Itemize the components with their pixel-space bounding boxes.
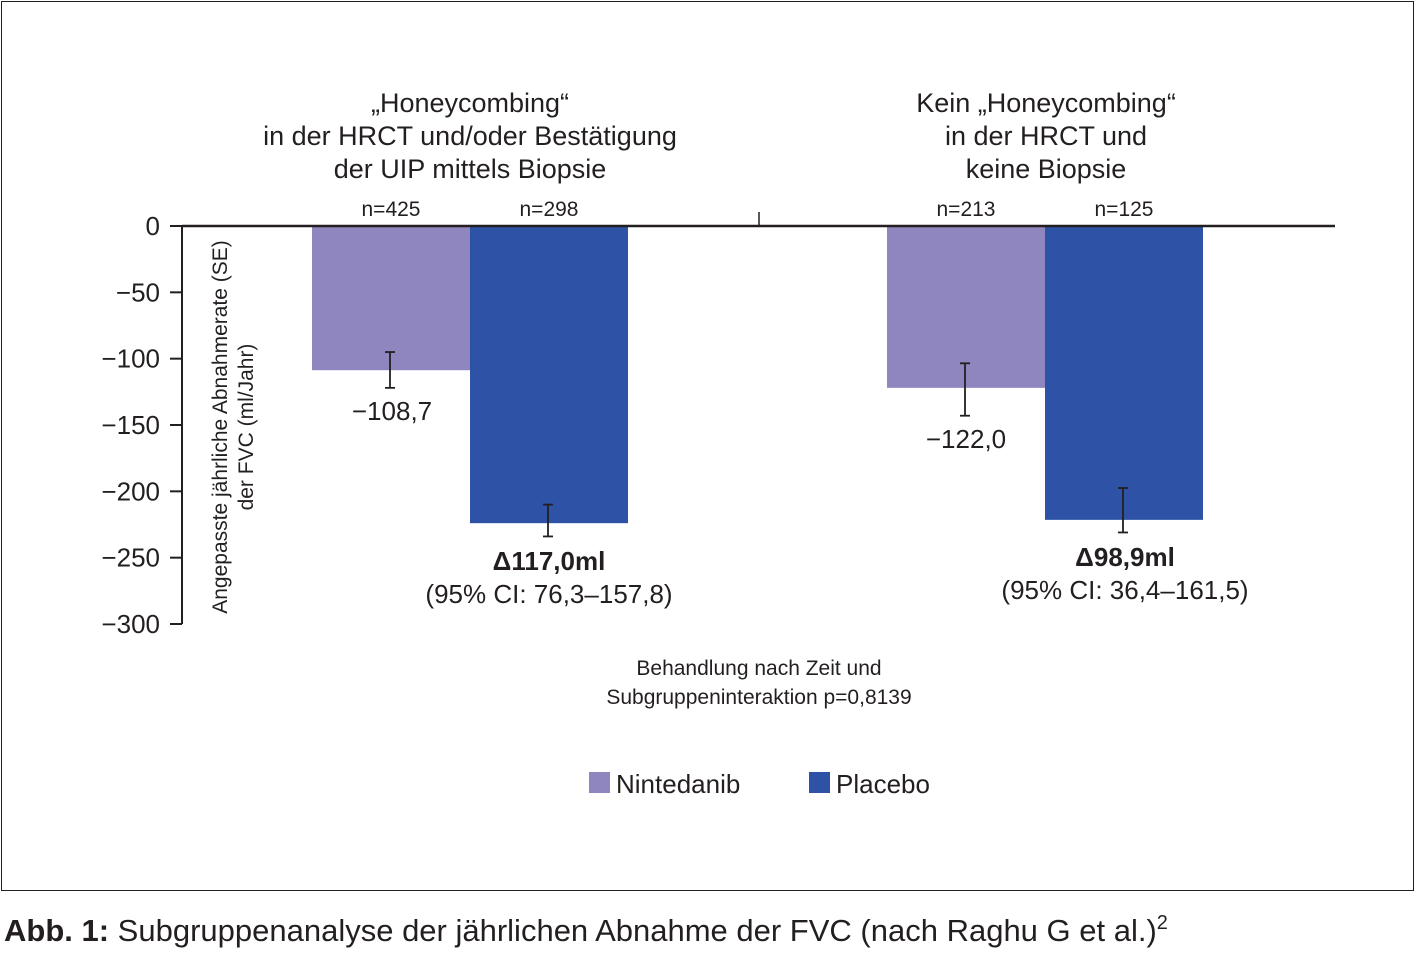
bar-placebo-2 (1045, 226, 1203, 520)
y-tick-label: −300 (101, 609, 160, 639)
group-title-line: keine Biopsie (966, 154, 1127, 184)
n-label: n=425 (362, 198, 421, 221)
caption-text: Subgruppenanalyse der jährlichen Abnahme… (109, 913, 1157, 948)
bar-chart: 0 −50 −100 −150 −200 −250 −300 Angepasste jährl… (101, 88, 1335, 799)
n-label: n=125 (1095, 198, 1154, 221)
value-label: −122,0 (926, 424, 1006, 454)
y-tick-label: −50 (116, 277, 160, 307)
caption-sup: 2 (1156, 912, 1168, 934)
y-tick-label: −100 (101, 344, 160, 374)
group-title-line: der UIP mittels Biopsie (334, 154, 607, 184)
legend-label-nintedanib: Nintedanib (616, 769, 740, 799)
y-axis-label: der FVC (ml/Jahr) (235, 344, 258, 511)
figure-frame (1, 1, 1414, 891)
y-tick-label: 0 (146, 211, 160, 241)
bar-placebo-1 (470, 226, 628, 524)
n-label: n=213 (937, 198, 996, 221)
delta-label: Δ117,0ml (493, 546, 606, 576)
interaction-annotation: Subgruppeninteraktion p=0,8139 (606, 686, 911, 709)
n-label: n=298 (520, 198, 579, 221)
interaction-annotation: Behandlung nach Zeit und (636, 657, 881, 680)
y-tick-label: −250 (101, 543, 160, 573)
group-title-line: in der HRCT und (945, 121, 1147, 151)
y-tick-label: −150 (101, 410, 160, 440)
group-title-line: „Honeycombing“ (371, 88, 569, 118)
legend-swatch-placebo (809, 772, 830, 793)
value-label: −108,7 (352, 396, 432, 426)
delta-label: Δ98,9ml (1075, 542, 1175, 572)
caption-label: Abb. 1: (4, 913, 110, 948)
group-title-line: in der HRCT und/oder Bestätigung (263, 121, 677, 151)
bar-nintedanib-2 (887, 226, 1045, 388)
group-title-line: Kein „Honeycombing“ (916, 88, 1176, 118)
y-axis-label: Angepasste jährliche Abnahmerate (SE) (209, 240, 232, 614)
legend-swatch-nintedanib (589, 772, 610, 793)
ci-label: (95% CI: 36,4–161,5) (1001, 575, 1248, 605)
bar-nintedanib-1 (312, 226, 470, 371)
legend-label-placebo: Placebo (836, 769, 930, 799)
ci-label: (95% CI: 76,3–157,8) (425, 579, 672, 609)
y-tick-label: −200 (101, 476, 160, 506)
figure-caption: Abb. 1: Subgruppenanalyse der jährlichen… (4, 912, 1168, 949)
